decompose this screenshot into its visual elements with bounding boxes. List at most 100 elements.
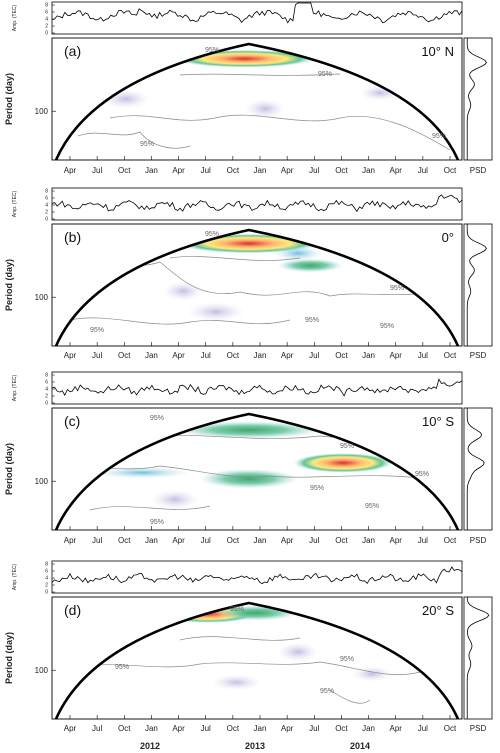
cone-of-influence [54, 412, 460, 530]
amp-tick-label: 6 [45, 380, 48, 386]
x-month-label: Oct [335, 724, 348, 733]
contour-label: 95% [390, 285, 404, 292]
contour-label: 95% [150, 415, 164, 422]
x-month-label: Oct [444, 351, 457, 360]
amp-tick-label: 4 [45, 576, 48, 582]
x-month-label: Oct [227, 351, 240, 360]
cone-of-influence [54, 42, 460, 160]
x-month-label: Apr [64, 536, 77, 545]
amp-frame [51, 560, 463, 594]
contour-label: 95% [140, 141, 154, 148]
power-region [273, 245, 323, 262]
x-month-label: Jul [418, 166, 428, 175]
contour-label: 95% [150, 519, 164, 526]
latitude-label: 0° [442, 230, 454, 245]
significance-contour [77, 131, 191, 149]
amp-tick-label: 2 [45, 210, 48, 216]
x-month-label: Apr [172, 351, 185, 360]
x-month-label: Apr [281, 166, 294, 175]
coi-mask [248, 408, 462, 530]
psd-label: PSD [470, 536, 487, 545]
latitude-label: 10° S [422, 414, 454, 429]
panel-id-label: (c) [64, 413, 80, 429]
coi-mask [248, 38, 462, 160]
psd-frame [463, 407, 493, 531]
psd-label: PSD [470, 166, 487, 175]
x-month-label: Jan [254, 536, 267, 545]
amp-tick-label: 6 [45, 196, 48, 202]
panel-id-label: (b) [64, 229, 81, 245]
x-month-label: Oct [118, 724, 131, 733]
amp-tick-label: 8 [45, 3, 48, 9]
contour-label: 95% [310, 485, 324, 492]
x-month-label: Oct [227, 536, 240, 545]
y-axis-label: Period (day) [4, 632, 14, 684]
x-month-label: Jan [362, 536, 375, 545]
x-month-label: Jul [92, 166, 102, 175]
contour-label: 95% [380, 323, 394, 330]
amp-tick-label: 6 [45, 569, 48, 575]
y-axis-label: Period (day) [4, 443, 14, 495]
spectrum-frame [51, 223, 463, 347]
amp-tick-label: 8 [45, 189, 48, 195]
x-month-label: Jul [309, 166, 319, 175]
amp-axis-label: Amp. (TEC) [12, 374, 18, 401]
x-month-label: Jan [145, 166, 158, 175]
x-month-label: Oct [227, 724, 240, 733]
x-month-label: Jul [201, 536, 211, 545]
y-tick-label: 100 [35, 477, 49, 486]
power-region [211, 674, 262, 691]
power-region [199, 469, 298, 489]
psd-line [466, 408, 485, 530]
x-month-label: Jul [418, 724, 428, 733]
spectrum-area [52, 408, 462, 530]
psd-line [466, 38, 487, 160]
x-month-label: Jan [362, 166, 375, 175]
x-month-label: Oct [444, 724, 457, 733]
x-month-label: Jul [418, 351, 428, 360]
power-region [93, 466, 192, 479]
contour-label: 95% [432, 133, 446, 140]
amp-line [51, 566, 463, 585]
x-month-label: Oct [444, 536, 457, 545]
x-month-label: Jan [145, 724, 158, 733]
x-month-label: Oct [118, 536, 131, 545]
amp-tick-label: 2 [45, 24, 48, 30]
x-month-label: Jul [309, 724, 319, 733]
power-region [150, 489, 200, 510]
amp-line [51, 378, 463, 397]
contour-label: 95% [415, 471, 429, 478]
x-month-label: Apr [389, 351, 402, 360]
amp-tick-label: 4 [45, 17, 48, 23]
coi-mask [52, 597, 249, 719]
contour-label: 95% [230, 606, 244, 613]
x-month-label: Jan [145, 351, 158, 360]
x-month-label: Jan [362, 351, 375, 360]
cone-of-influence [54, 601, 460, 719]
x-month-label: Jul [201, 351, 211, 360]
amp-tick-label: 0 [45, 401, 48, 407]
x-month-label: Jul [309, 351, 319, 360]
x-month-label: Apr [281, 351, 294, 360]
significance-contour [329, 689, 371, 704]
amp-tick-label: 6 [45, 10, 48, 16]
significance-contour [179, 636, 301, 641]
coi-mask [52, 38, 249, 160]
x-month-label: Jan [254, 724, 267, 733]
x-month-label: Jul [201, 724, 211, 733]
amp-frame [51, 1, 463, 35]
amp-frame [51, 187, 463, 221]
x-month-label: Oct [335, 166, 348, 175]
x-month-label: Oct [118, 351, 131, 360]
x-month-label: Apr [172, 536, 185, 545]
y-tick-label: 100 [35, 293, 49, 302]
amp-axis-label: Amp. (TEC) [12, 563, 18, 590]
psd-label: PSD [470, 724, 487, 733]
x-month-label: Jul [92, 536, 102, 545]
x-month-label: Apr [64, 724, 77, 733]
power-region [277, 642, 319, 662]
amp-axis-label: Amp. (TEC) [12, 4, 18, 31]
